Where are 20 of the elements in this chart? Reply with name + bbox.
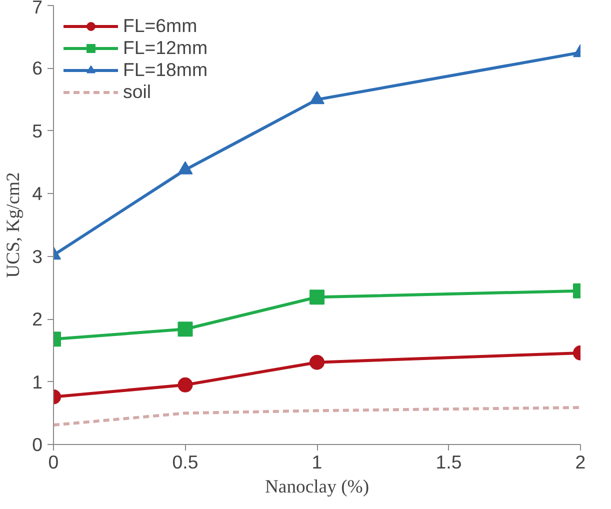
legend-label: FL=18mm <box>123 59 208 81</box>
y-tick-label: 4 <box>32 183 43 204</box>
y-tick-label: 2 <box>32 308 43 330</box>
x-tick-label: 2 <box>575 452 586 472</box>
legend-label: FL=12mm <box>123 37 208 59</box>
y-tick-label: 0 <box>32 434 43 455</box>
y-tick-label: 6 <box>32 58 43 79</box>
y-tick-label: 7 <box>32 0 43 18</box>
y-axis-title: UCS, Kg/cm2 <box>3 172 24 278</box>
y-tick-label: 3 <box>32 246 43 267</box>
x-tick-label: 0 <box>48 452 59 472</box>
legend-label: soil <box>123 81 151 103</box>
line-series <box>54 406 580 427</box>
x-tick-label: 1 <box>312 452 322 472</box>
y-tick-label: 1 <box>32 371 43 392</box>
y-tick-label: 5 <box>32 120 43 142</box>
x-axis-title: Nanoclay (%) <box>264 476 370 498</box>
x-tick-label: 1.5 <box>436 452 462 472</box>
x-tick-label: 0.5 <box>172 452 198 472</box>
legend-label: FL=6mm <box>123 15 198 37</box>
